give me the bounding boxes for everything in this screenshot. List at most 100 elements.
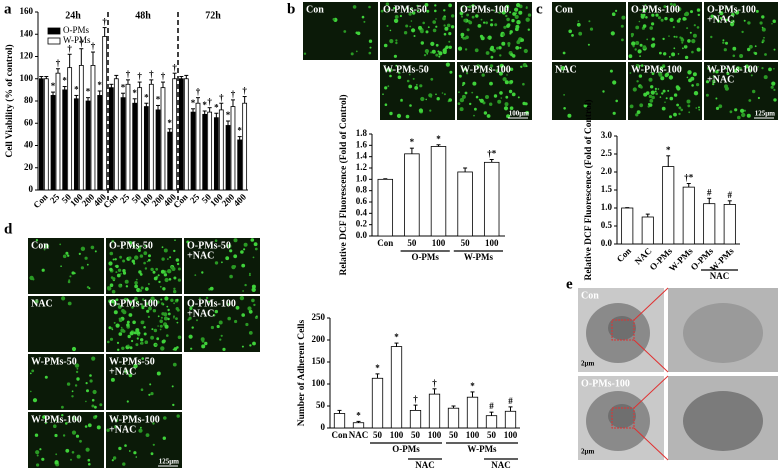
cell-dot — [154, 299, 157, 301]
cell-dot — [227, 244, 232, 249]
significance: * — [121, 82, 126, 92]
image-label: NAC — [555, 64, 577, 75]
cell-dot — [646, 38, 649, 41]
cell-dot — [159, 285, 162, 288]
cell-dot — [124, 279, 129, 284]
cell-dot — [730, 22, 735, 27]
cell-dot — [173, 276, 177, 280]
y-tick-label: 1.0 — [356, 173, 368, 183]
cell-dot — [162, 287, 166, 291]
cell-dot — [506, 114, 511, 119]
cell-dot — [86, 263, 89, 266]
cell-dot — [589, 27, 594, 31]
cell-dot — [635, 41, 640, 45]
cell-dot — [500, 97, 503, 99]
cell-dot — [639, 43, 643, 47]
significance: * — [356, 410, 361, 420]
cell-dot — [507, 44, 511, 47]
em-zoom-detail — [683, 391, 763, 451]
significance: * — [214, 102, 219, 112]
cell-dot — [669, 17, 674, 22]
micrograph — [28, 412, 104, 468]
cell-dot — [110, 377, 115, 382]
cell-dot — [649, 26, 653, 30]
y-tick-label: 80 — [24, 95, 34, 105]
cell-dot — [134, 296, 138, 301]
cell-dot — [145, 302, 149, 306]
cell-dot — [771, 22, 773, 25]
cell-dot — [243, 248, 246, 251]
cell-dot — [167, 258, 169, 260]
cell-dot — [87, 458, 91, 462]
x-tick-label: 100 — [390, 430, 404, 440]
cell-dot — [744, 64, 749, 69]
cell-dot — [761, 26, 764, 29]
cell-dot — [669, 2, 673, 6]
cell-dot — [476, 64, 481, 69]
cell-dot — [142, 298, 145, 301]
cell-dot — [768, 67, 772, 72]
cell-dot — [640, 64, 644, 67]
cell-dot — [434, 4, 437, 7]
cell-dot — [710, 35, 713, 39]
cell-dot — [632, 45, 635, 48]
cell-dot — [152, 443, 155, 446]
cell-dot — [498, 11, 501, 14]
cell-dot — [34, 299, 39, 304]
cell-dot — [678, 106, 682, 110]
image-label: O-PMs-100 — [707, 4, 756, 15]
cell-dot — [395, 64, 398, 67]
x-tick-label: Con — [331, 430, 347, 440]
y-tick-label: 100 — [20, 73, 34, 83]
cell-dot — [172, 403, 175, 407]
cell-dot — [400, 98, 403, 101]
cell-dot — [736, 66, 740, 71]
cell-dot — [436, 97, 440, 101]
cell-dot — [509, 67, 514, 72]
bar — [120, 97, 126, 191]
cell-dot — [403, 31, 408, 35]
bar — [160, 87, 166, 191]
cell-dot — [252, 341, 256, 346]
cell-dot — [489, 46, 494, 52]
y-tick-label: 0 — [29, 184, 34, 194]
cell-dot — [503, 25, 507, 29]
image-label: O-PMs-100 — [631, 4, 680, 15]
cell-dot — [651, 22, 655, 26]
panel-letter: e — [566, 276, 573, 292]
cell-dot — [160, 346, 165, 351]
cell-dot — [114, 418, 119, 423]
bar — [621, 207, 634, 245]
cell-dot — [156, 300, 160, 304]
cell-dot — [718, 104, 723, 109]
bar — [102, 36, 108, 191]
cell-dot — [113, 310, 118, 315]
cell-dot — [152, 309, 157, 313]
cell-dot — [406, 79, 410, 83]
cell-dot — [457, 46, 463, 51]
cell-dot — [221, 261, 223, 264]
cell-dot — [204, 341, 208, 346]
cell-dot — [738, 67, 742, 71]
cell-dot — [45, 244, 50, 249]
cell-dot — [449, 70, 453, 74]
cell-dot — [138, 362, 140, 365]
bar — [447, 407, 460, 429]
cell-dot — [471, 91, 474, 94]
cell-dot — [140, 388, 144, 392]
cell-dot — [651, 37, 655, 41]
cell-dot — [508, 89, 513, 94]
cell-dot — [167, 317, 170, 321]
cell-dot — [665, 72, 669, 77]
bar — [62, 89, 68, 191]
bar — [641, 216, 654, 245]
significance: † — [219, 92, 224, 102]
cell-dot — [41, 457, 45, 461]
bar — [237, 139, 243, 191]
image-label: O-PMs-50 — [109, 240, 153, 251]
significance: # — [707, 187, 712, 197]
cell-dot — [511, 92, 516, 97]
cell-dot — [505, 95, 509, 99]
cell-dot — [175, 317, 178, 320]
cell-dot — [146, 260, 149, 263]
